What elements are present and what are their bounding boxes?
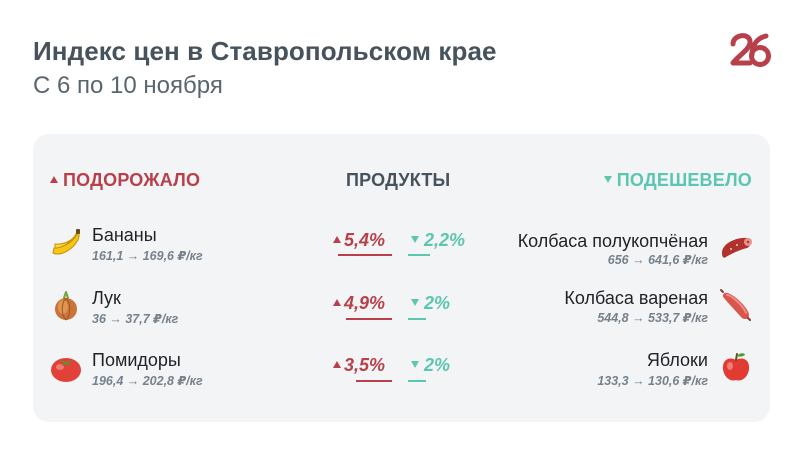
price-range: 544,8 → 533,7 ₽/кг <box>597 311 708 325</box>
increase-bar <box>338 254 392 256</box>
price-range: 133,3 → 130,6 ₽/кг <box>597 374 708 388</box>
decrease-percent: 2% <box>424 293 451 313</box>
triangle-up-icon <box>50 175 58 183</box>
product-name: Помидоры <box>92 350 181 370</box>
page-title: Индекс цен в Ставропольском крае <box>33 36 497 66</box>
smoked-sausage-icon <box>722 237 752 258</box>
increase-bar <box>356 380 392 382</box>
increase-bar <box>346 318 392 320</box>
price-card <box>33 134 770 422</box>
price-range: 196,4 → 202,8 ₽/кг <box>92 374 203 388</box>
increase-percent: 4,9% <box>344 293 386 313</box>
decrease-percent: 2% <box>424 355 451 375</box>
column-header-decreased: ПОДЕШЕВЕЛО <box>603 170 752 191</box>
price-range: 656 → 641,6 ₽/кг <box>607 253 708 267</box>
product-name: Колбаса полукопчёная <box>517 231 708 251</box>
price-range: 36 → 37,7 ₽/кг <box>92 312 179 326</box>
boiled-sausage-icon <box>720 289 751 321</box>
price-range: 161,1 → 169,6 ₽/кг <box>92 249 203 263</box>
product-name: Колбаса вареная <box>564 288 708 308</box>
triangle-down-icon <box>411 299 419 306</box>
banana-icon <box>52 229 80 255</box>
logo-26-icon <box>730 33 771 67</box>
triangle-down-icon <box>411 236 419 243</box>
increase-percent: 5,4% <box>344 230 386 250</box>
onion-icon <box>55 291 77 321</box>
increase-percent: 3,5% <box>344 355 386 375</box>
column-header-increased: ПОДОРОЖАЛО <box>50 170 200 191</box>
product-name: Яблоки <box>646 350 708 370</box>
product-name: Бананы <box>92 225 157 245</box>
triangle-up-icon <box>333 299 341 306</box>
decrease-bar <box>408 318 426 320</box>
decrease-percent: 2,2% <box>424 230 466 250</box>
triangle-down-icon <box>411 361 419 368</box>
apple-icon <box>722 353 750 381</box>
page-subtitle: С 6 по 10 ноября <box>33 72 223 99</box>
decrease-bar <box>408 380 426 382</box>
column-header-products: ПРОДУКТЫ <box>346 170 451 190</box>
triangle-up-icon <box>333 361 341 368</box>
product-name: Лук <box>92 288 121 308</box>
tomato-icon <box>51 358 81 382</box>
triangle-down-icon <box>603 175 612 183</box>
decrease-bar <box>408 254 430 256</box>
triangle-up-icon <box>333 236 341 243</box>
